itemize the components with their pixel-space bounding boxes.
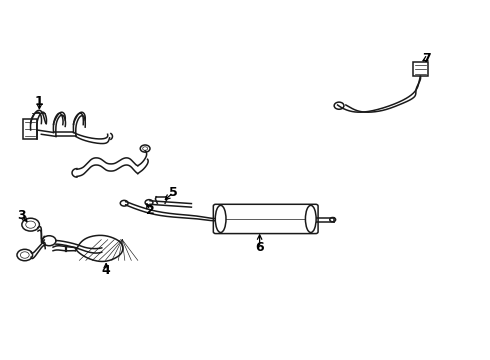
Ellipse shape [305, 205, 316, 233]
Text: 7: 7 [422, 52, 431, 65]
Text: 4: 4 [102, 264, 111, 276]
Ellipse shape [215, 205, 226, 233]
Text: 6: 6 [255, 241, 264, 255]
Text: 1: 1 [35, 95, 44, 108]
Bar [413, 62, 428, 76]
Text: 3: 3 [18, 209, 26, 222]
Text: 5: 5 [169, 186, 178, 199]
Text: 2: 2 [146, 204, 154, 217]
FancyBboxPatch shape [213, 204, 318, 234]
